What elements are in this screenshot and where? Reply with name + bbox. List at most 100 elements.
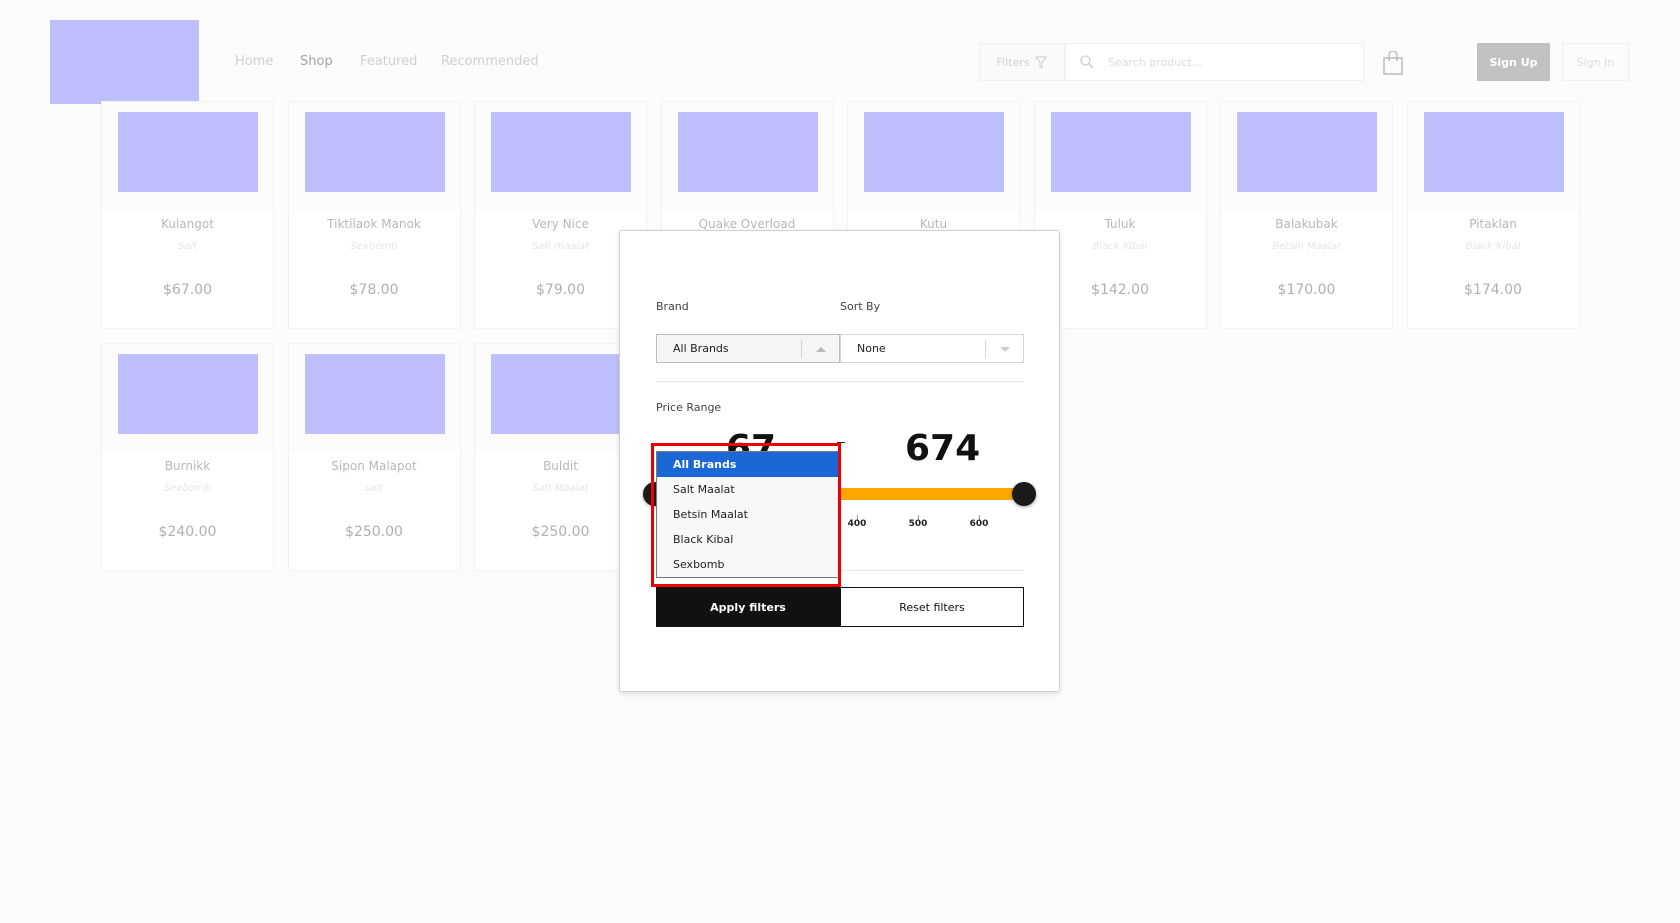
product-name: Very Nice bbox=[532, 217, 589, 231]
product-image bbox=[118, 354, 258, 434]
product-price: $79.00 bbox=[536, 282, 585, 298]
reset-filters-button[interactable]: Reset filters bbox=[840, 587, 1024, 627]
product-name: Kutu bbox=[919, 217, 948, 231]
product-price: $240.00 bbox=[158, 524, 217, 540]
product-image bbox=[864, 112, 1004, 192]
price-max-handle[interactable] bbox=[1012, 482, 1036, 506]
product-price: $250.00 bbox=[531, 524, 590, 540]
product-price: $170.00 bbox=[1277, 282, 1336, 298]
nav-home[interactable]: Home bbox=[235, 54, 274, 69]
chevron-down-icon bbox=[1000, 347, 1010, 352]
product-name: Buldit bbox=[543, 459, 578, 473]
product-brand: Salt Maalat bbox=[532, 483, 589, 494]
product-name: Tuluk bbox=[1104, 217, 1136, 231]
slider-tick bbox=[857, 515, 858, 520]
product-card[interactable]: Balakubak Betsin Maalat $170.00 bbox=[1220, 101, 1393, 329]
product-card[interactable]: Buldit Salt Maalat $250.00 bbox=[474, 343, 647, 571]
product-name: Burnikk bbox=[164, 459, 211, 473]
brand-option[interactable]: Salt Maalat bbox=[673, 483, 735, 496]
brand-select[interactable]: All Brands bbox=[656, 334, 840, 363]
nav-shop[interactable]: Shop bbox=[300, 54, 333, 69]
product-price: $174.00 bbox=[1464, 282, 1522, 298]
sort-by-select[interactable]: None bbox=[840, 334, 1024, 363]
product-image-area bbox=[102, 102, 273, 210]
product-image bbox=[1050, 112, 1191, 192]
price-max-value: 674 bbox=[905, 428, 981, 469]
sort-by-label: Sort By bbox=[840, 300, 881, 313]
product-card[interactable]: Tuluk Black Kibal $142.00 bbox=[1033, 101, 1207, 329]
product-image-area bbox=[475, 344, 646, 452]
nav-recommended[interactable]: Recommended bbox=[441, 54, 539, 69]
product-image bbox=[677, 112, 818, 192]
product-name: Quake Overload bbox=[698, 217, 796, 231]
highlight-box bbox=[651, 443, 841, 587]
product-name: Sipon Malapot bbox=[331, 459, 417, 473]
product-brand: Betsin Maalat bbox=[1272, 241, 1341, 252]
product-brand: Sexbomb bbox=[164, 483, 211, 494]
product-image bbox=[304, 112, 445, 192]
brand-dropdown-list: All Brands Salt Maalat Betsin Maalat Bla… bbox=[656, 451, 839, 578]
product-image-area bbox=[1407, 102, 1579, 210]
slider-tick-label: 500 bbox=[908, 519, 928, 529]
product-card[interactable]: Pitaklan Black Kibal $174.00 bbox=[1406, 101, 1580, 329]
product-name: Kulangot bbox=[161, 217, 214, 231]
sign-in-button[interactable]: Sign In bbox=[1562, 43, 1629, 81]
product-image-area bbox=[1034, 102, 1206, 210]
product-price: $250.00 bbox=[345, 524, 403, 540]
slider-tick bbox=[979, 515, 980, 520]
product-card[interactable]: Sipon Malapot salt $250.00 bbox=[287, 343, 461, 571]
slider-tick bbox=[918, 515, 919, 520]
product-image bbox=[1423, 112, 1564, 192]
search-placeholder: Search product... bbox=[1108, 55, 1203, 69]
brand-label: Brand bbox=[656, 300, 689, 313]
product-image bbox=[491, 354, 631, 434]
product-price: $142.00 bbox=[1091, 282, 1149, 298]
chevron-up-icon bbox=[816, 347, 826, 352]
price-range-label: Price Range bbox=[656, 401, 722, 414]
sign-up-button[interactable]: Sign Up bbox=[1477, 43, 1550, 81]
search-input[interactable]: Search product... bbox=[1065, 43, 1364, 81]
range-dash bbox=[837, 442, 845, 443]
filters-label: Filters bbox=[996, 55, 1030, 69]
brand-option[interactable]: All Brands bbox=[657, 452, 838, 477]
apply-filters-button[interactable]: Apply filters bbox=[656, 587, 840, 627]
product-price: $67.00 bbox=[163, 282, 212, 298]
product-brand: salt bbox=[364, 483, 384, 494]
divider bbox=[656, 381, 1024, 382]
product-image bbox=[118, 112, 258, 192]
brand-option[interactable]: Betsin Maalat bbox=[673, 508, 748, 521]
product-image-area bbox=[288, 102, 460, 210]
brand-option[interactable]: Sexbomb bbox=[673, 558, 725, 571]
filter-icon bbox=[1035, 56, 1048, 69]
product-image-area bbox=[288, 344, 460, 452]
product-name: Pitaklan bbox=[1469, 217, 1517, 231]
product-name: Tiktilaok Manok bbox=[327, 217, 421, 231]
product-image bbox=[1237, 112, 1377, 192]
shopping-bag-icon[interactable] bbox=[1383, 51, 1403, 75]
product-name: Balakubak bbox=[1275, 217, 1338, 231]
slider-tick-label: 600 bbox=[969, 519, 989, 529]
product-card[interactable]: Kulangot Salt $67.00 bbox=[101, 101, 274, 329]
slider-tick-label: 400 bbox=[847, 519, 867, 529]
product-image-area bbox=[102, 344, 273, 452]
logo[interactable] bbox=[50, 20, 199, 104]
product-image-area bbox=[475, 102, 646, 210]
search-icon bbox=[1080, 55, 1094, 69]
product-card[interactable]: Burnikk Sexbomb $240.00 bbox=[101, 343, 274, 571]
product-brand: Salt maalat bbox=[531, 241, 590, 252]
product-image-area bbox=[661, 102, 833, 210]
product-image bbox=[304, 354, 445, 434]
nav-featured[interactable]: Featured bbox=[360, 54, 418, 69]
sort-by-value: None bbox=[857, 342, 886, 355]
brand-option[interactable]: Black Kibal bbox=[673, 533, 734, 546]
product-brand: Sexbomb bbox=[350, 241, 398, 252]
product-brand: Black Kibal bbox=[1465, 241, 1521, 252]
product-image bbox=[491, 112, 631, 192]
product-image-area bbox=[1221, 102, 1392, 210]
filters-button[interactable]: Filters bbox=[979, 43, 1065, 81]
product-image-area bbox=[848, 102, 1019, 210]
product-card[interactable]: Tiktilaok Manok Sexbomb $78.00 bbox=[287, 101, 461, 329]
product-brand: Salt bbox=[177, 241, 198, 252]
brand-select-value: All Brands bbox=[673, 342, 729, 355]
product-card[interactable]: Very Nice Salt maalat $79.00 bbox=[474, 101, 647, 329]
